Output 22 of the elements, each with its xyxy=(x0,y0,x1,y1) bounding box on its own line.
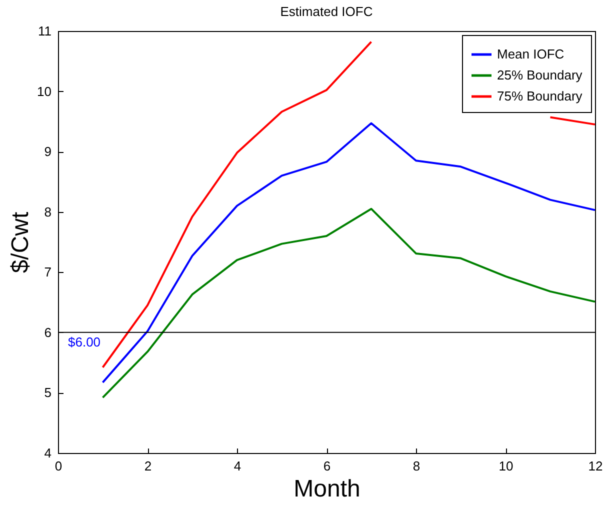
ref-line-label: $6.00 xyxy=(68,334,101,350)
legend-label: Mean IOFC xyxy=(497,46,564,62)
x-tick-label: 12 xyxy=(588,458,603,474)
chart-title: Estimated IOFC xyxy=(280,4,373,19)
y-tick-label: 9 xyxy=(44,144,52,160)
y-tick-label: 4 xyxy=(44,446,52,460)
x-tick-label: 10 xyxy=(498,458,514,474)
y-tick-label: 10 xyxy=(37,84,52,99)
legend-label: 75% Boundary xyxy=(497,88,583,104)
x-tick-label: 6 xyxy=(323,458,331,474)
y-tick-label: 6 xyxy=(44,324,52,340)
x-tick-label: 4 xyxy=(234,458,242,474)
y-axis-title: $/Cwt xyxy=(7,212,34,274)
y-tick-label: 5 xyxy=(44,385,52,400)
y-tick-label: 8 xyxy=(44,204,52,220)
y-tick-label: 7 xyxy=(44,264,52,280)
x-tick-label: 2 xyxy=(144,458,152,474)
x-axis-title: Month xyxy=(294,476,360,502)
y-tick-label: 11 xyxy=(38,24,52,38)
x-tick-label: 8 xyxy=(412,458,420,474)
x-tick-label: 0 xyxy=(54,458,62,474)
legend-label: 25% Boundary xyxy=(497,68,583,82)
